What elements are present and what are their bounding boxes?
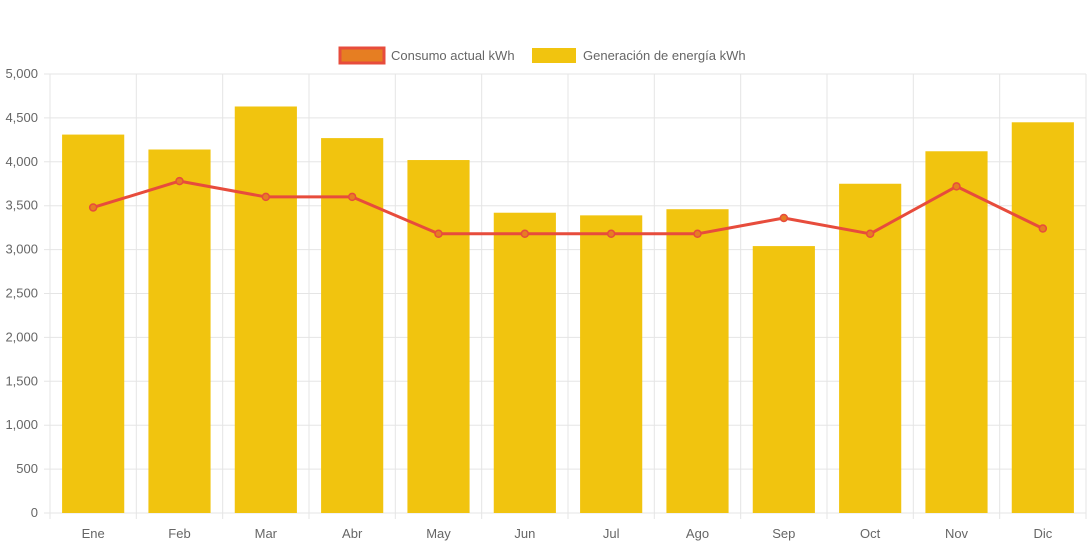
legend-label-generacion: Generación de energía kWh <box>583 48 746 63</box>
x-tick-label: May <box>426 526 451 541</box>
point-consumo[interactable] <box>347 192 357 202</box>
point-consumo[interactable] <box>606 229 616 239</box>
line-series-consumo <box>88 176 1048 239</box>
x-tick-label: Mar <box>255 526 278 541</box>
x-tick-label: Abr <box>342 526 363 541</box>
bar-generacion[interactable] <box>407 160 470 513</box>
bar-generacion[interactable] <box>1011 122 1074 513</box>
point-consumo[interactable] <box>261 192 271 202</box>
point-consumo[interactable] <box>88 203 98 212</box>
point-consumo[interactable] <box>865 229 875 239</box>
point-consumo[interactable] <box>434 229 443 239</box>
y-tick-label: 500 <box>16 461 38 476</box>
grid <box>44 73 1087 519</box>
line-consumo <box>92 179 1044 236</box>
y-tick-label: 0 <box>31 505 38 520</box>
point-consumo[interactable] <box>693 229 702 239</box>
x-tick-label: Jul <box>603 526 620 541</box>
y-tick-label: 5,000 <box>5 66 38 81</box>
legend-swatch-generacion <box>532 48 576 63</box>
bar-generacion[interactable] <box>839 183 902 513</box>
y-tick-label: 1,500 <box>5 373 38 388</box>
bar-generacion[interactable] <box>493 212 556 513</box>
bar-generacion[interactable] <box>234 106 297 514</box>
bar-series-generacion <box>62 106 1074 514</box>
bar-generacion[interactable] <box>925 151 988 513</box>
y-tick-label: 3,500 <box>5 198 38 213</box>
y-tick-label: 1,000 <box>5 417 38 432</box>
x-tick-label: Oct <box>860 526 881 541</box>
x-tick-label: Ago <box>686 526 709 541</box>
bar-generacion[interactable] <box>666 209 729 513</box>
bar-generacion[interactable] <box>580 215 643 513</box>
point-consumo[interactable] <box>779 213 789 223</box>
x-tick-label: Nov <box>945 526 969 541</box>
x-tick-label: Sep <box>772 526 795 541</box>
bar-generacion[interactable] <box>62 134 125 513</box>
y-tick-label: 4,000 <box>5 154 38 169</box>
bar-generacion[interactable] <box>752 246 815 513</box>
point-consumo[interactable] <box>520 229 530 239</box>
y-tick-label: 4,500 <box>5 110 38 125</box>
y-tick-label: 2,000 <box>5 329 38 344</box>
y-tick-label: 2,500 <box>5 286 38 301</box>
x-tick-label: Feb <box>168 526 190 541</box>
x-tick-label: Dic <box>1033 526 1052 541</box>
point-consumo[interactable] <box>1038 224 1048 233</box>
axes: 0 500 1,000 1,500 2,000 2,500 3,000 3,500 4,000 4… <box>5 66 1052 541</box>
bar-generacion[interactable] <box>148 149 211 513</box>
legend-label-consumo: Consumo actual kWh <box>391 48 515 63</box>
legend[interactable]: Consumo actual kWh Generación de energía… <box>338 46 746 65</box>
x-tick-label: Jun <box>514 526 535 541</box>
x-tick-label: Ene <box>82 526 105 541</box>
legend-swatch-consumo <box>338 46 386 65</box>
point-consumo[interactable] <box>175 176 184 186</box>
point-consumo[interactable] <box>952 182 961 191</box>
legend-item-generacion[interactable]: Generación de energía kWh <box>532 48 746 63</box>
y-tick-label: 3,000 <box>5 242 38 257</box>
legend-item-consumo[interactable]: Consumo actual kWh <box>338 46 515 65</box>
